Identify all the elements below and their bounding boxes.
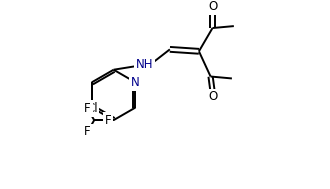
Text: N: N <box>131 76 140 89</box>
Text: NH: NH <box>136 58 153 71</box>
Text: F: F <box>105 114 111 127</box>
Text: O: O <box>208 0 217 13</box>
Text: O: O <box>208 90 217 103</box>
Text: F: F <box>84 102 91 115</box>
Text: Cl: Cl <box>86 102 98 115</box>
Text: F: F <box>84 125 91 138</box>
